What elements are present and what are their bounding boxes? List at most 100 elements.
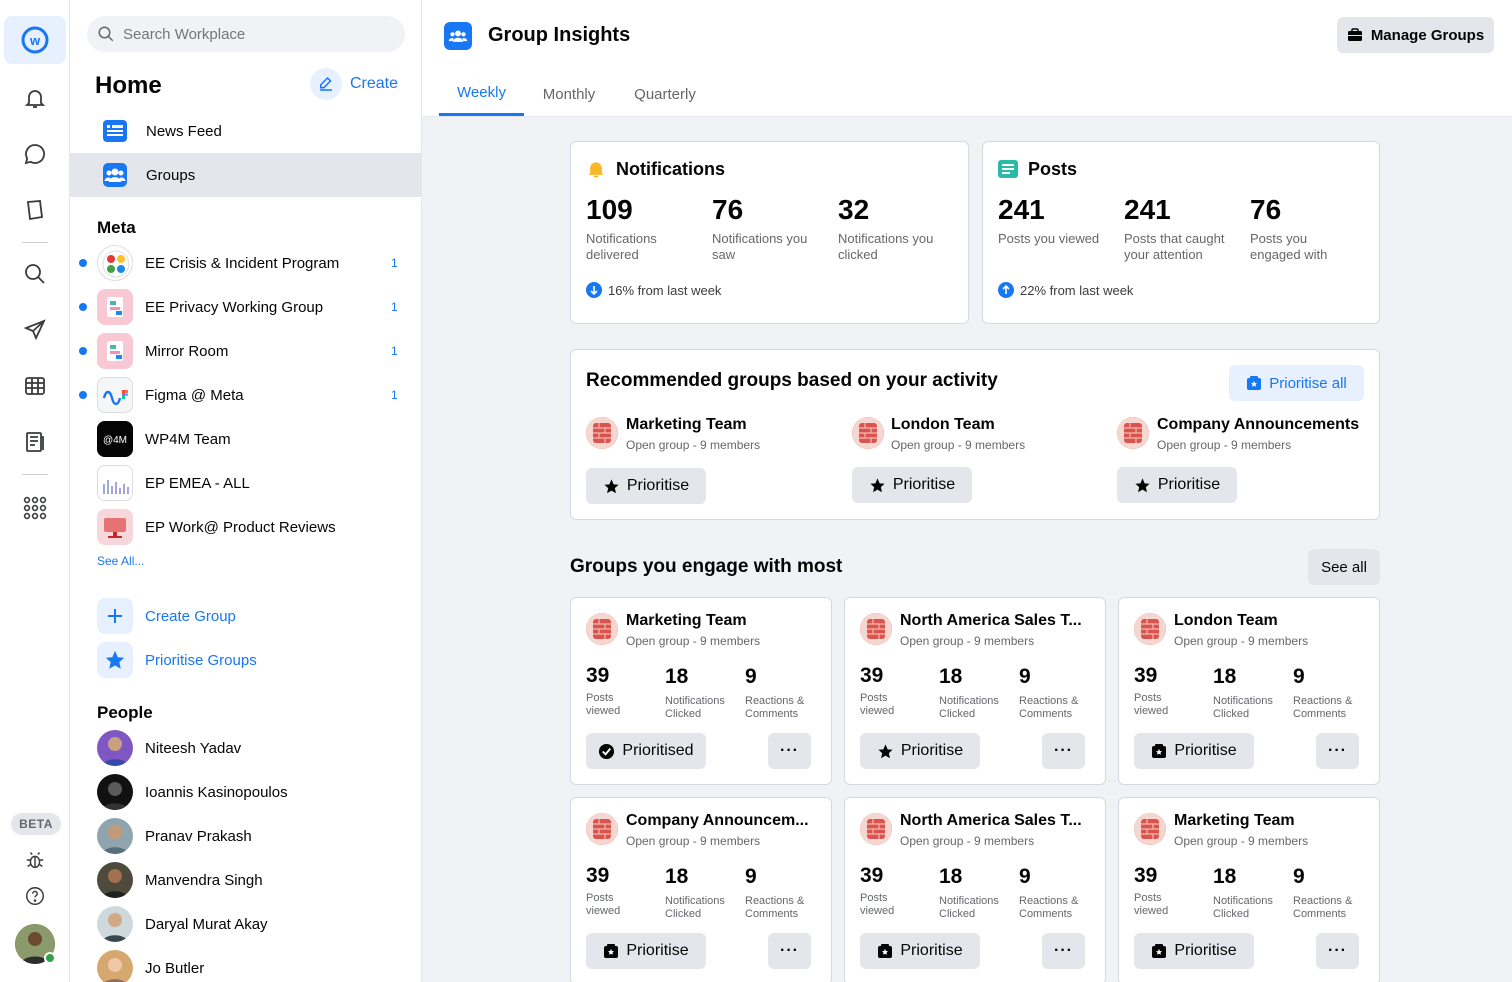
workplace-logo-icon[interactable]: w (4, 16, 66, 64)
home-title: Home (95, 72, 162, 99)
stat-label: Posts you viewed (998, 231, 1100, 246)
manage-groups-button[interactable]: Manage Groups (1337, 17, 1494, 53)
group-name[interactable]: London Team (1174, 612, 1278, 629)
send-paper-plane-icon[interactable] (4, 306, 66, 354)
sidebar-group-item[interactable]: EP Work@ Product Reviews (70, 505, 421, 549)
svg-text:@4M: @4M (103, 435, 127, 446)
prioritised-button[interactable]: Prioritised (586, 733, 706, 769)
app-grid-icon[interactable] (4, 484, 66, 532)
group-name[interactable]: Marketing Team (626, 416, 747, 433)
person-item[interactable]: Niteesh Yadav (70, 726, 421, 770)
prioritise-button[interactable]: Prioritise (586, 468, 706, 504)
group-avatar (852, 417, 884, 449)
person-item[interactable]: Daryal Murat Akay (70, 902, 421, 946)
rail-divider (22, 474, 48, 475)
sidebar-group-item[interactable]: @4M WP4M Team (70, 417, 421, 461)
search-input[interactable] (123, 25, 383, 43)
person-item[interactable]: Jo Butler (70, 946, 421, 982)
engaged-group-card: Company Announcem... Open group - 9 memb… (570, 797, 832, 982)
check-circle-icon (599, 743, 615, 759)
prioritise-groups-action[interactable]: Prioritise Groups (70, 638, 421, 682)
more-options-button[interactable]: ··· (1042, 933, 1085, 969)
sidebar-group-item[interactable]: EE Privacy Working Group 1 (70, 285, 421, 329)
bell-icon (588, 162, 604, 178)
group-subtitle: Open group - 9 members (1174, 834, 1309, 848)
notifications-clicked-value: 18 (665, 865, 689, 888)
priority-box-icon (878, 944, 893, 958)
stat-value: 109 (586, 194, 633, 225)
group-name[interactable]: North America Sales T... (900, 812, 1082, 829)
bug-report-icon[interactable] (4, 836, 66, 884)
my-profile-avatar[interactable] (15, 924, 55, 964)
more-options-button[interactable]: ··· (1316, 733, 1359, 769)
metric-label: Notifications Clicked (1213, 895, 1273, 920)
prioritise-button[interactable]: Prioritise (1134, 933, 1254, 969)
help-question-icon[interactable] (4, 872, 66, 920)
group-name: WP4M Team (145, 430, 231, 448)
chat-bubble-icon[interactable] (4, 130, 66, 178)
more-options-button[interactable]: ··· (768, 933, 811, 969)
news-feed-icon (100, 116, 130, 146)
more-options-button[interactable]: ··· (1316, 933, 1359, 969)
newspaper-icon[interactable] (4, 418, 66, 466)
search-bar[interactable] (87, 16, 405, 52)
more-options-button[interactable]: ··· (768, 733, 811, 769)
prioritise-button[interactable]: Prioritise (860, 733, 980, 769)
prioritise-all-button[interactable]: Prioritise all (1229, 365, 1364, 401)
search-icon (98, 26, 114, 42)
metric-label: Notifications Clicked (665, 695, 725, 720)
group-name[interactable]: Marketing Team (626, 612, 747, 629)
group-name[interactable]: Marketing Team (1174, 812, 1295, 829)
person-item[interactable]: Manvendra Singh (70, 858, 421, 902)
group-avatar (1134, 613, 1166, 645)
tab-monthly[interactable]: Monthly (542, 85, 596, 103)
group-name: EP EMEA - ALL (145, 474, 250, 492)
card-title: Posts (1028, 159, 1078, 179)
metric-label: Reactions & Comments (745, 695, 805, 720)
trend-indicator: 16% from last week (586, 282, 721, 298)
tab-quarterly[interactable]: Quarterly (634, 85, 696, 103)
nav-item-news-feed[interactable]: News Feed (70, 109, 421, 153)
prioritise-button[interactable]: Prioritise (860, 933, 980, 969)
main-content: Group Insights Manage Groups Weekly Mont… (422, 0, 1512, 982)
group-name[interactable]: London Team (891, 416, 995, 433)
group-name: Mirror Room (145, 342, 229, 360)
prioritise-button[interactable]: Prioritise (586, 933, 706, 969)
sidebar-group-item[interactable]: EP EMEA - ALL (70, 461, 421, 505)
group-name[interactable]: Company Announcem... (626, 812, 809, 829)
sidebar-group-item[interactable]: Figma @ Meta 1 (70, 373, 421, 417)
knowledge-book-icon[interactable] (4, 186, 66, 234)
person-item[interactable]: Ioannis Kasinopoulos (70, 770, 421, 814)
prioritise-button[interactable]: Prioritise (1134, 733, 1254, 769)
posts-viewed-value: 39 (586, 864, 610, 887)
home-sidebar: Home Create News Feed Groups Meta EE Cri… (70, 0, 422, 982)
table-grid-icon[interactable] (4, 362, 66, 410)
nav-item-groups[interactable]: Groups (70, 153, 421, 197)
group-name[interactable]: Company Announcements (1157, 416, 1360, 433)
star-icon (878, 743, 893, 758)
group-avatar (860, 613, 892, 645)
create-button[interactable]: Create (310, 68, 398, 100)
prioritise-button[interactable]: Prioritise (1117, 467, 1237, 503)
tab-weekly[interactable]: Weekly (439, 72, 524, 116)
button-label: Prioritise (892, 476, 956, 493)
notifications-bell-icon[interactable] (4, 74, 66, 122)
group-name[interactable]: North America Sales T... (900, 612, 1082, 629)
sidebar-group-item[interactable]: Mirror Room 1 (70, 329, 421, 373)
button-label: Prioritise (900, 742, 964, 759)
search-icon[interactable] (4, 250, 66, 298)
groups-icon (100, 160, 130, 190)
sidebar-group-item[interactable]: EE Crisis & Incident Program 1 (70, 241, 421, 285)
person-name: Manvendra Singh (145, 871, 263, 889)
metric-label: Posts viewed (860, 692, 895, 717)
see-all-groups-link[interactable]: See All... (97, 554, 145, 568)
person-item[interactable]: Pranav Prakash (70, 814, 421, 858)
group-avatar (1117, 417, 1149, 449)
create-group-action[interactable]: Create Group (70, 594, 421, 638)
reactions-comments-value: 9 (745, 865, 757, 888)
more-options-button[interactable]: ··· (1042, 733, 1085, 769)
star-icon (870, 477, 885, 492)
see-all-button[interactable]: See all (1308, 549, 1380, 585)
group-subtitle: Open group - 9 members (891, 438, 1026, 452)
prioritise-button[interactable]: Prioritise (852, 467, 972, 503)
